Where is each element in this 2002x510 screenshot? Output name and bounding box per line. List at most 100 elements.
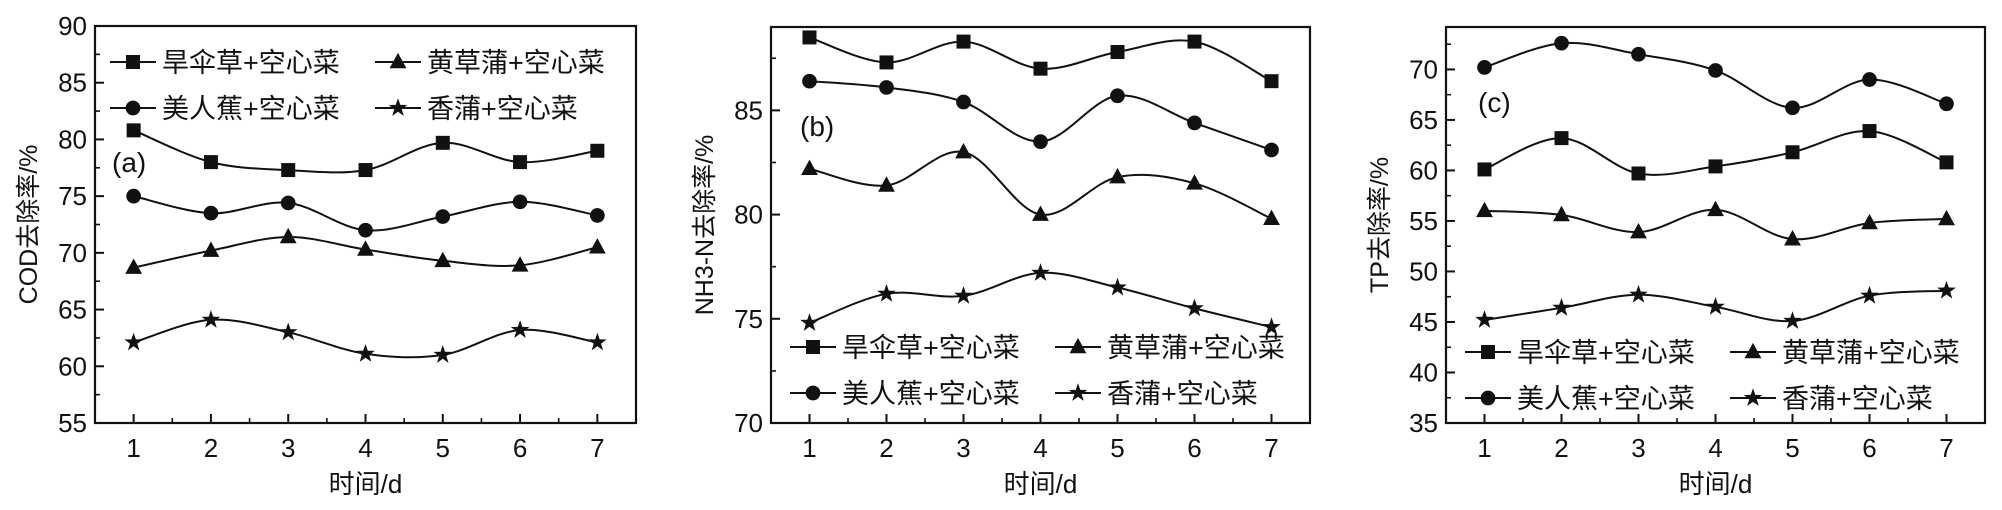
- legend-item: 美人蕉+空心菜: [790, 379, 1020, 409]
- series-circle: [802, 73, 1279, 158]
- legend-label: 美人蕉+空心菜: [842, 379, 1020, 409]
- y-axis-label: NH3-N去除率/%: [691, 135, 719, 316]
- y-tick-label: 70: [1409, 54, 1438, 84]
- x-tick-label: 2: [204, 433, 218, 463]
- y-tick-label: 75: [734, 304, 763, 334]
- legend-label: 香蒲+空心菜: [1107, 379, 1258, 409]
- legend-item: 黄草蒲+空心菜: [375, 48, 605, 78]
- data-point-star: [510, 320, 530, 338]
- data-point-square: [956, 34, 971, 49]
- legend-label: 旱伞草+空心菜: [1517, 338, 1695, 368]
- data-point-star: [1552, 298, 1571, 316]
- data-point-star: [1937, 280, 1956, 299]
- chart-panel-1: 55 60 65 70 75 80 85 90 1 2 3 4 5 6 7 时间/d COD去除率/% (a) 旱伞…: [15, 11, 638, 499]
- series-triangle: [801, 142, 1280, 226]
- data-point-circle: [1477, 60, 1492, 75]
- x-tick-label: 1: [1477, 433, 1491, 463]
- x-tick-label: 4: [1708, 433, 1722, 463]
- data-point-circle: [1862, 72, 1877, 87]
- data-point-triangle: [1263, 209, 1280, 226]
- x-tick-label: 1: [802, 433, 816, 463]
- legend-item: 美人蕉+空心菜: [1465, 384, 1695, 414]
- data-point-square: [126, 123, 141, 138]
- data-point-square: [590, 143, 605, 158]
- legend-item: 旱伞草+空心菜: [110, 48, 340, 78]
- x-tick-label: 4: [358, 433, 372, 463]
- data-point-star: [1475, 310, 1494, 328]
- data-point-square: [358, 163, 373, 178]
- chart-panel-2: 70 75 80 85 1 2 3 4 5 6 7 时间/d NH3-N去除率/% (b) 旱伞草+空心菜 黄…: [691, 25, 1312, 499]
- y-tick-label: 40: [1409, 357, 1438, 387]
- y-tick-label: 65: [58, 295, 87, 325]
- data-point-circle: [203, 205, 219, 221]
- data-point-star: [278, 322, 298, 341]
- data-point-square: [1708, 159, 1723, 174]
- y-tick-label: 80: [58, 124, 87, 154]
- data-point-circle: [126, 188, 141, 204]
- data-point-square: [802, 30, 817, 45]
- data-point-triangle: [202, 241, 220, 257]
- legend-marker-star: [1743, 388, 1763, 406]
- legend-label: 黄草蒲+空心菜: [1107, 333, 1285, 363]
- data-point-star: [356, 344, 375, 362]
- data-point-triangle: [1032, 205, 1049, 221]
- series-star: [124, 310, 607, 363]
- x-tick-label: 5: [436, 433, 450, 463]
- x-tick-label: 7: [1939, 433, 1953, 463]
- x-tick-label: 6: [513, 433, 527, 463]
- x-tick-label: 2: [1554, 433, 1568, 463]
- series-line: [809, 271, 1272, 329]
- data-point-triangle: [1476, 201, 1493, 218]
- data-point-triangle: [511, 256, 529, 272]
- data-point-square: [281, 163, 296, 178]
- data-point-triangle: [1707, 200, 1724, 217]
- series-triangle: [125, 227, 606, 274]
- data-point-circle: [435, 209, 451, 224]
- series-square: [126, 123, 605, 178]
- data-point-star: [588, 332, 607, 351]
- legend-marker-triangle: [1744, 342, 1762, 359]
- data-point-triangle: [125, 258, 143, 274]
- y-tick-label: 55: [58, 408, 87, 438]
- legend-label: 香蒲+空心菜: [427, 94, 578, 124]
- data-point-star: [433, 345, 453, 363]
- data-point-star: [800, 313, 819, 331]
- data-point-square: [1110, 45, 1125, 60]
- legend-marker-triangle: [1069, 337, 1087, 354]
- data-point-circle: [1708, 63, 1723, 78]
- data-point-square: [879, 55, 894, 70]
- series-star: [1475, 280, 1956, 329]
- legend-label: 香蒲+空心菜: [1782, 384, 1933, 414]
- y-tick-label: 90: [58, 11, 87, 41]
- x-tick-label: 5: [1785, 433, 1799, 463]
- x-axis-label: 时间/d: [329, 469, 403, 499]
- series-square: [1477, 124, 1954, 181]
- data-point-star: [1706, 297, 1725, 315]
- data-point-triangle: [1861, 213, 1878, 230]
- x-tick-label: 6: [1187, 433, 1201, 463]
- x-tick-label: 7: [590, 433, 604, 463]
- series-square: [802, 30, 1279, 89]
- legend-label: 黄草蒲+空心菜: [1782, 338, 1960, 368]
- series-triangle: [1476, 200, 1955, 246]
- y-tick-label: 60: [58, 351, 87, 381]
- data-point-triangle: [1109, 167, 1126, 184]
- data-point-square: [1939, 155, 1954, 170]
- series-circle: [126, 188, 605, 238]
- x-tick-label: 6: [1862, 433, 1876, 463]
- legend-marker-square: [1481, 345, 1495, 359]
- legend-marker-circle: [1480, 390, 1496, 406]
- data-point-circle: [1785, 100, 1800, 116]
- series-star: [800, 263, 1281, 336]
- data-point-star: [1783, 311, 1802, 329]
- data-point-square: [1862, 124, 1877, 139]
- y-tick-label: 50: [1409, 256, 1438, 286]
- data-point-square: [203, 155, 218, 170]
- data-point-star: [1262, 317, 1281, 336]
- data-point-triangle: [801, 159, 818, 176]
- x-axis-label: 时间/d: [1004, 469, 1078, 499]
- data-point-triangle: [434, 251, 452, 268]
